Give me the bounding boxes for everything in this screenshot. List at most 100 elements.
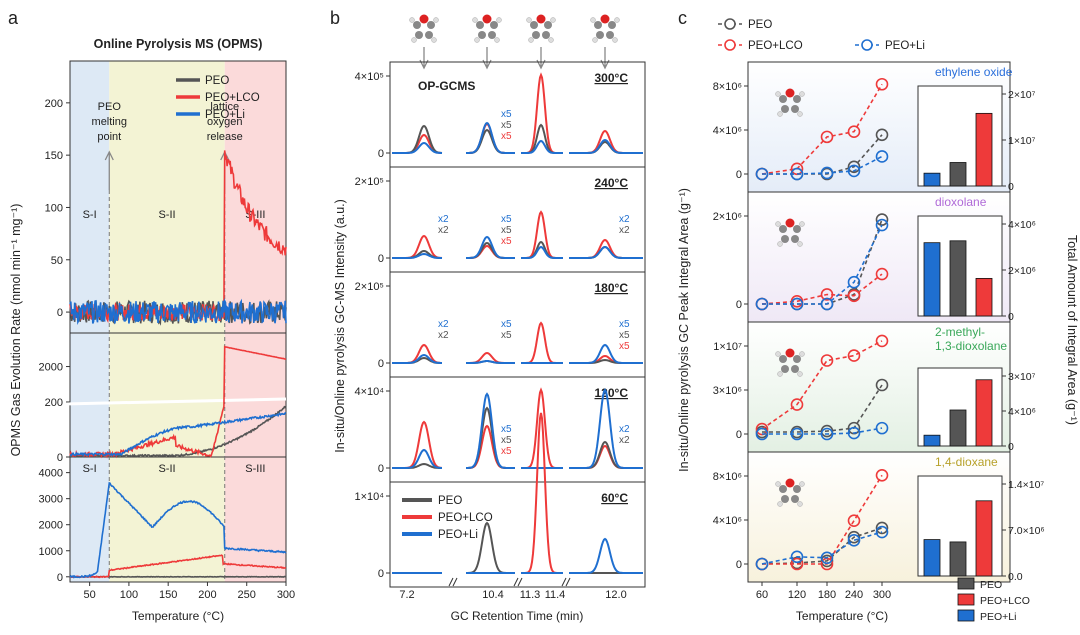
peo-li-series [762,427,883,435]
data-point [820,427,834,441]
oxygen-atom [785,348,795,358]
x-tick-label: 150 [159,589,177,601]
op-gcms-label: OP-GCMS [418,79,475,93]
data-point [875,468,889,482]
peo-trace [392,240,643,259]
data-point [790,162,804,176]
right-tick-label: 1.4×10⁷ [1008,479,1044,491]
legend-label: PEO+LCO [205,92,260,104]
molecule-icon [775,218,805,247]
multiplier-label: x5 [501,319,512,330]
stage-label: S-II [158,463,175,475]
atom [594,21,602,29]
stage-label: S-III [245,463,265,475]
atom [791,235,799,243]
total-amount-bar [949,541,967,577]
panel-a-letter: a [8,8,19,28]
data-point [875,525,889,539]
molecule-arrow [536,47,546,70]
y-tick-label: 8×10⁶ [713,81,742,93]
right-tick-label: 2×10⁶ [1008,265,1036,277]
hydrogen-atom [797,501,803,507]
bar-legend-swatch [957,593,975,606]
hydrogen-atom [799,481,805,487]
right-tick-label: 7.0×10⁶ [1008,525,1045,537]
hydrogen-atom [548,37,554,43]
data-point [790,557,804,571]
atom [478,31,486,39]
y-tick-label: 0 [378,253,384,265]
x-tick-label: 11.3 [520,589,541,601]
atom [779,485,787,493]
hydrogen-atom [496,17,502,23]
multiplier-label: x2 [438,319,449,330]
melting-point-annotation: melting [92,116,127,128]
total-amount-bar [975,379,993,447]
y-tick-label: 1×10⁴ [354,491,384,503]
atom [544,21,552,29]
y-tick-label: 3×10⁶ [713,385,742,397]
legend-label: PEO+Li [205,109,245,121]
bar-legend-swatch [957,577,975,590]
y-tick-label: 1×10⁷ [713,341,742,353]
multiplier-label: x5 [501,120,512,131]
data-point [820,166,834,180]
molecule-arrow [482,47,492,70]
x-tick-label: 250 [238,589,256,601]
hydrogen-atom [592,37,598,43]
molecule-arrow [419,47,429,70]
data-point [875,378,889,392]
peo-lco-series [761,83,883,175]
multiplier-label: x5 [619,330,630,341]
y-tick-label: 0 [378,358,384,370]
legend-label: PEO+LCO [438,512,493,524]
y-tick-label: 2×10⁵ [355,176,384,188]
molecule-icon [775,348,805,377]
multiplier-label: x2 [438,225,449,236]
atom [425,31,433,39]
annotation-arrow [104,150,114,190]
y-tick-label: 0 [378,463,384,475]
panel-b-xlabel: GC Retention Time (min) [451,609,584,623]
y-tick-label: 3000 [39,494,63,506]
bar-legend-swatch [957,609,975,622]
data-point [755,427,769,441]
hydrogen-atom [777,241,783,247]
atom [781,235,789,243]
x-axis-break [561,577,571,587]
hydrogen-atom [797,111,803,117]
hydrogen-atom [494,37,500,43]
atom [596,31,604,39]
hydrogen-atom [775,351,781,357]
right-tick-label: 0 [1008,181,1014,193]
total-amount-bar [949,240,967,317]
atom [781,365,789,373]
molecule-arrow [600,47,610,70]
atom [793,355,801,363]
panel-a-title: Online Pyrolysis MS (OPMS) [94,37,263,51]
molecule-icon [775,478,805,507]
legend-label: PEO+Li [438,529,478,541]
hydrogen-atom [411,37,417,43]
legend-label: PEO+Li [885,40,925,52]
y-tick-label: 0 [736,429,742,441]
multiplier-label: x2 [619,214,630,225]
oxygen-atom [785,218,795,228]
bar-legend-label: PEO [980,579,1002,591]
gc-subpanel-frame [389,481,646,588]
multiplier-label: x2 [438,330,449,341]
stage-label: S-II [158,209,175,221]
data-point [820,554,834,568]
x-tick-label: 60 [756,589,768,601]
peo-li-curve [69,481,287,579]
atom [791,495,799,503]
data-point [790,297,804,311]
right-tick-label: 4×10⁶ [1008,406,1036,418]
data-point [875,421,889,435]
multiplier-label: x2 [438,214,449,225]
legend-label: PEO+LCO [748,40,803,52]
peo-trace [392,406,643,469]
panel-a-ylabel: OPMS Gas Evolution Rate (nmol min⁻¹ mg⁻¹… [9,204,23,457]
x-tick-label: 200 [198,589,216,601]
